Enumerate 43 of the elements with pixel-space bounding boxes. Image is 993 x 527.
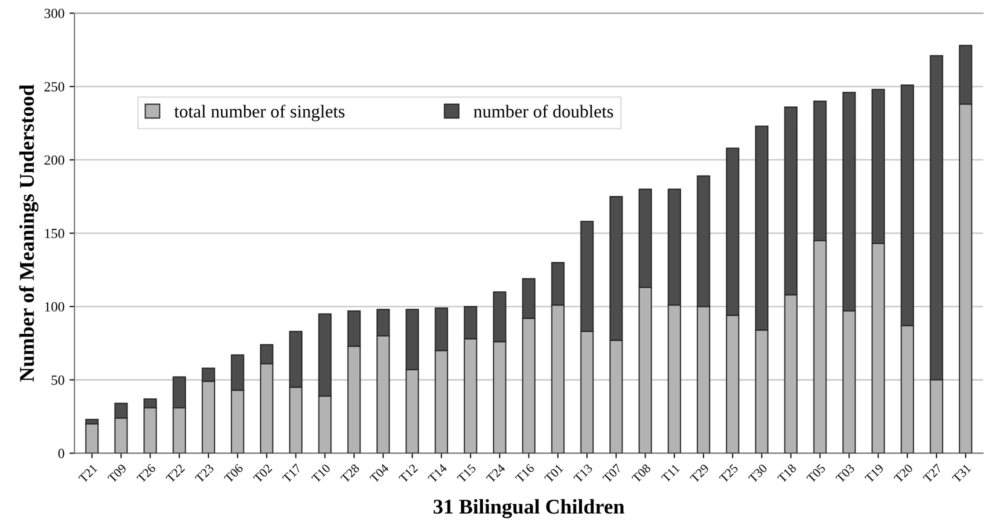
x-tick-label: T02 (252, 464, 272, 484)
x-tick-label: T18 (777, 464, 797, 484)
x-tick-label: T04 (369, 463, 390, 484)
y-tick-label: 0 (58, 448, 64, 458)
x-tick-label: T28 (340, 464, 360, 484)
x-tick-label: T20 (894, 464, 914, 484)
x-tick-label: T16 (514, 463, 535, 484)
y-tick-label: 250 (44, 82, 64, 92)
x-tick-label: T26 (136, 463, 156, 484)
x-tick-label: T03 (835, 464, 855, 484)
x-tick-label: T01 (544, 464, 564, 484)
x-tick-label: T10 (311, 464, 331, 484)
y-tick-label: 50 (52, 375, 64, 385)
x-tick-label: T17 (282, 463, 302, 484)
x-tick-label: T24 (486, 463, 506, 484)
y-tick-label: 200 (44, 155, 64, 165)
y-tick-label: 300 (44, 8, 64, 18)
x-tick-label: T29 (690, 464, 710, 484)
x-tick-label: T14 (428, 463, 448, 484)
x-axis-title: 31 Bilingual Children (434, 499, 624, 518)
x-tick-label: T25 (718, 464, 738, 484)
legend-label: number of doublets (474, 104, 614, 118)
x-tick-label: T09 (107, 464, 127, 484)
x-tick-label: T22 (166, 464, 185, 484)
x-tick-label: T06 (224, 463, 244, 484)
x-tick-label: T31 (952, 464, 972, 484)
y-tick-label: 100 (45, 302, 64, 312)
x-tick-label: T12 (398, 464, 418, 484)
legend-label: total number of singlets (174, 104, 344, 122)
x-tick-label: T23 (194, 464, 214, 484)
x-tick-label: T13 (573, 464, 593, 484)
y-axis-title: Number of Meanings Understood (19, 84, 38, 382)
x-tick-label: T27 (922, 463, 942, 484)
x-tick-label: T15 (456, 464, 476, 484)
x-tick-label: T30 (748, 464, 768, 484)
x-tick-label: T05 (806, 464, 826, 484)
x-tick-label: T21 (78, 464, 98, 484)
x-tick-label: T07 (602, 463, 622, 484)
bar (85, 423, 99, 454)
y-tick-label: 150 (45, 228, 64, 238)
x-tick-label: T11 (660, 464, 680, 483)
x-tick-label: T19 (864, 464, 884, 484)
x-tick-label: T08 (631, 464, 652, 484)
